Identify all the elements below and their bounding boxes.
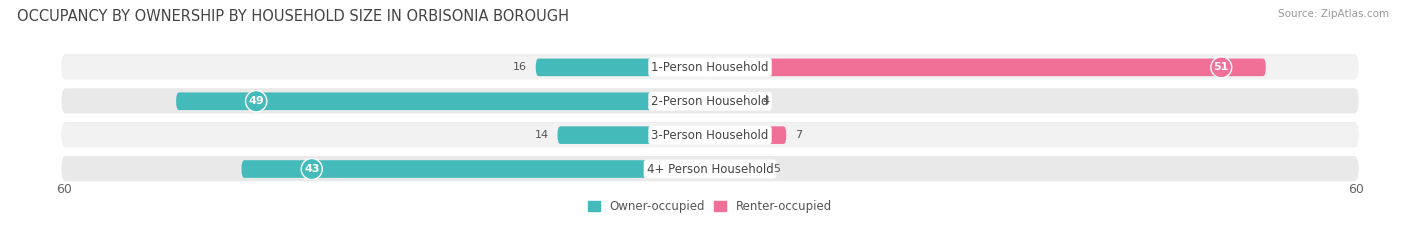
- Text: 2-Person Household: 2-Person Household: [651, 95, 769, 108]
- FancyBboxPatch shape: [62, 122, 1358, 147]
- Text: 49: 49: [249, 96, 264, 106]
- FancyBboxPatch shape: [710, 58, 1265, 76]
- Text: Source: ZipAtlas.com: Source: ZipAtlas.com: [1278, 9, 1389, 19]
- Text: 7: 7: [794, 130, 803, 140]
- FancyBboxPatch shape: [62, 157, 1358, 181]
- FancyBboxPatch shape: [62, 123, 1358, 147]
- FancyBboxPatch shape: [558, 126, 710, 144]
- Text: 43: 43: [304, 164, 319, 174]
- Text: 60: 60: [56, 183, 72, 196]
- Text: 14: 14: [534, 130, 548, 140]
- Text: 1-Person Household: 1-Person Household: [651, 61, 769, 74]
- Text: 60: 60: [1348, 183, 1364, 196]
- Text: 5: 5: [773, 164, 780, 174]
- FancyBboxPatch shape: [62, 89, 1358, 113]
- FancyBboxPatch shape: [62, 88, 1358, 113]
- FancyBboxPatch shape: [710, 160, 765, 178]
- FancyBboxPatch shape: [536, 58, 710, 76]
- Text: 16: 16: [513, 62, 527, 72]
- FancyBboxPatch shape: [62, 55, 1358, 79]
- Legend: Owner-occupied, Renter-occupied: Owner-occupied, Renter-occupied: [583, 195, 837, 218]
- FancyBboxPatch shape: [710, 126, 786, 144]
- Text: 4: 4: [762, 96, 769, 106]
- FancyBboxPatch shape: [176, 93, 710, 110]
- Text: OCCUPANCY BY OWNERSHIP BY HOUSEHOLD SIZE IN ORBISONIA BOROUGH: OCCUPANCY BY OWNERSHIP BY HOUSEHOLD SIZE…: [17, 9, 569, 24]
- FancyBboxPatch shape: [710, 93, 754, 110]
- FancyBboxPatch shape: [242, 160, 710, 178]
- Text: 51: 51: [1213, 62, 1229, 72]
- Text: 4+ Person Household: 4+ Person Household: [647, 163, 773, 175]
- FancyBboxPatch shape: [62, 156, 1358, 181]
- FancyBboxPatch shape: [62, 55, 1358, 79]
- Text: 3-Person Household: 3-Person Household: [651, 129, 769, 142]
